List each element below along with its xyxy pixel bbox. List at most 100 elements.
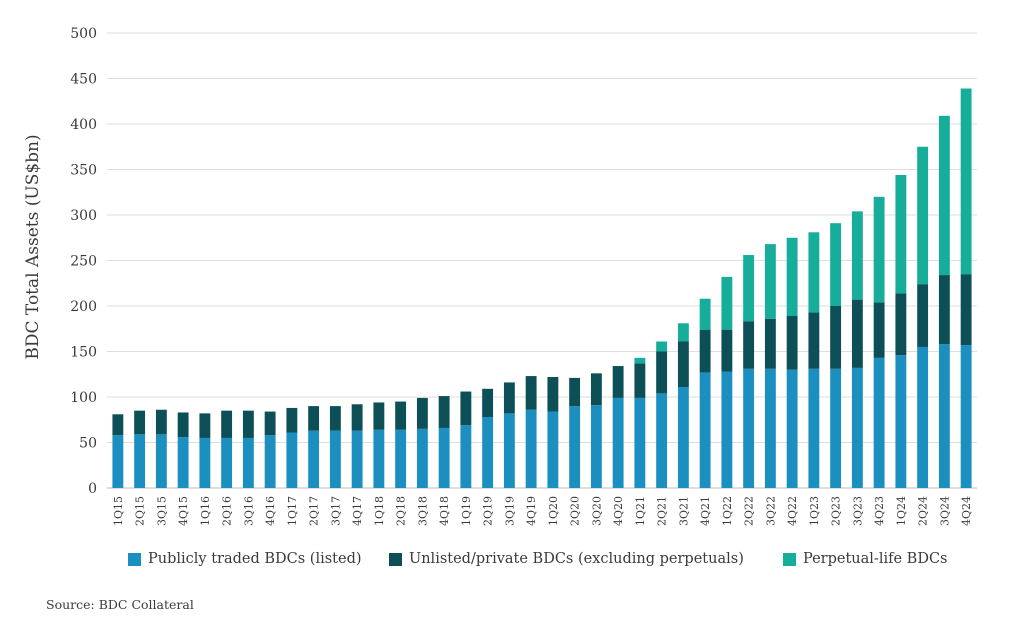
- x-tick-label: 1Q20: [547, 496, 560, 526]
- legend-label-unlisted: Unlisted/private BDCs (excluding perpetu…: [409, 551, 744, 567]
- x-tick-label: 3Q20: [590, 496, 603, 526]
- y-tick-label: 0: [88, 481, 97, 497]
- bar-unlisted-4Q24: [960, 274, 972, 346]
- bar-listed-2Q15: [134, 434, 146, 488]
- bar-unlisted-1Q24: [895, 293, 907, 356]
- x-tick-label: 4Q19: [525, 496, 538, 526]
- bar-unlisted-2Q22: [743, 321, 755, 369]
- y-tick-label: 500: [70, 26, 97, 42]
- bar-unlisted-1Q17: [286, 407, 298, 433]
- x-tick-label: 1Q22: [721, 496, 734, 526]
- x-tick-label: 3Q22: [764, 496, 777, 526]
- bar-perpetual-1Q23: [808, 232, 820, 313]
- bar-listed-1Q21: [634, 397, 646, 488]
- bar-perpetual-2Q23: [830, 223, 842, 306]
- x-tick-label: 2Q16: [221, 496, 234, 526]
- bar-listed-3Q24: [938, 344, 950, 488]
- bar-listed-4Q16: [264, 435, 276, 488]
- bar-listed-3Q20: [590, 405, 602, 488]
- y-tick-label: 200: [70, 299, 97, 315]
- bar-perpetual-3Q22: [764, 244, 776, 319]
- bar-listed-4Q20: [612, 397, 624, 488]
- bar-listed-4Q17: [351, 430, 363, 488]
- x-tick-label: 3Q18: [416, 496, 429, 526]
- x-tick-label: 2Q21: [656, 496, 669, 526]
- bar-unlisted-2Q15: [134, 410, 146, 435]
- bar-listed-2Q19: [482, 417, 494, 488]
- bar-unlisted-3Q15: [155, 409, 167, 435]
- bar-listed-1Q16: [199, 437, 211, 488]
- bar-perpetual-2Q21: [656, 341, 668, 352]
- bar-unlisted-1Q20: [547, 376, 559, 412]
- bar-unlisted-3Q19: [503, 382, 515, 414]
- bar-listed-3Q17: [329, 430, 341, 488]
- y-axis-label: BDC Total Assets (US$bn): [23, 134, 43, 359]
- x-tick-label: 2Q17: [308, 496, 321, 526]
- bar-listed-2Q21: [656, 393, 668, 488]
- bar-unlisted-4Q18: [438, 396, 450, 428]
- bar-unlisted-4Q21: [699, 329, 711, 373]
- bar-unlisted-2Q24: [917, 284, 929, 347]
- bar-listed-3Q16: [242, 437, 254, 488]
- bar-listed-2Q16: [221, 437, 233, 488]
- y-tick-label: 150: [70, 345, 97, 361]
- bar-listed-4Q23: [873, 357, 885, 488]
- bar-unlisted-2Q18: [395, 401, 407, 430]
- x-tick-label: 1Q19: [460, 496, 473, 526]
- bar-perpetual-4Q24: [960, 88, 972, 275]
- x-tick-label: 1Q15: [112, 496, 125, 526]
- bar-unlisted-1Q18: [373, 402, 385, 430]
- x-tick-label: 3Q23: [851, 496, 864, 526]
- x-tick-label: 4Q17: [351, 496, 364, 526]
- y-tick-label: 350: [70, 163, 97, 179]
- bar-listed-1Q19: [460, 425, 472, 488]
- bar-listed-1Q20: [547, 411, 559, 488]
- bar-listed-2Q24: [917, 346, 929, 488]
- bar-listed-4Q22: [786, 369, 798, 488]
- x-tick-label: 4Q15: [177, 496, 190, 526]
- legend-item-listed: Publicly traded BDCs (listed): [128, 551, 362, 567]
- bar-listed-1Q18: [373, 429, 385, 488]
- bar-unlisted-2Q19: [482, 388, 494, 418]
- gridlines: [107, 32, 977, 489]
- bar-unlisted-2Q20: [569, 377, 581, 407]
- legend-item-unlisted: Unlisted/private BDCs (excluding perpetu…: [389, 551, 744, 567]
- bar-unlisted-1Q22: [721, 329, 733, 372]
- bar-listed-4Q19: [525, 409, 537, 488]
- bar-unlisted-4Q16: [264, 411, 276, 436]
- bar-perpetual-2Q24: [917, 146, 929, 285]
- bar-unlisted-3Q18: [416, 397, 428, 429]
- bar-unlisted-1Q16: [199, 413, 211, 438]
- x-tick-label: 2Q20: [569, 496, 582, 526]
- bar-unlisted-3Q21: [677, 341, 689, 387]
- bar-listed-4Q18: [438, 427, 450, 488]
- bar-unlisted-3Q22: [764, 318, 776, 369]
- bar-listed-1Q17: [286, 432, 298, 488]
- x-tick-label: 3Q19: [503, 496, 516, 526]
- bar-listed-3Q22: [764, 368, 776, 488]
- bar-unlisted-4Q19: [525, 376, 537, 410]
- x-tick-label: 3Q24: [938, 496, 951, 526]
- x-tick-label: 2Q24: [917, 496, 930, 526]
- bar-unlisted-4Q20: [612, 366, 624, 398]
- x-tick-label: 2Q22: [743, 496, 756, 526]
- bar-unlisted-2Q16: [221, 410, 233, 438]
- y-axis-ticks: 0 50 100 150 200 250 300 350 400 450 500: [70, 26, 97, 497]
- x-tick-label: 4Q23: [873, 496, 886, 526]
- bar-listed-4Q21: [699, 372, 711, 488]
- bar-listed-4Q24: [960, 345, 972, 488]
- bar-unlisted-4Q17: [351, 404, 363, 431]
- bar-listed-4Q15: [177, 437, 189, 488]
- bar-listed-1Q22: [721, 371, 733, 488]
- x-tick-label: 1Q17: [286, 496, 299, 526]
- x-axis-ticks: 1Q15 2Q15 3Q15 4Q15 1Q16 2Q16 3Q16 4Q16 1Q17 2Q17…: [112, 496, 973, 526]
- x-tick-label: 4Q24: [960, 496, 973, 526]
- legend-item-perpetual: Perpetual-life BDCs: [783, 551, 947, 567]
- bar-listed-1Q15: [112, 435, 124, 488]
- bar-listed-3Q15: [155, 434, 167, 488]
- bar-unlisted-3Q24: [938, 275, 950, 345]
- legend-swatch-perpetual: [783, 552, 796, 566]
- x-tick-label: 2Q15: [134, 496, 147, 526]
- bar-perpetual-2Q22: [743, 255, 755, 322]
- x-tick-label: 1Q16: [199, 496, 212, 526]
